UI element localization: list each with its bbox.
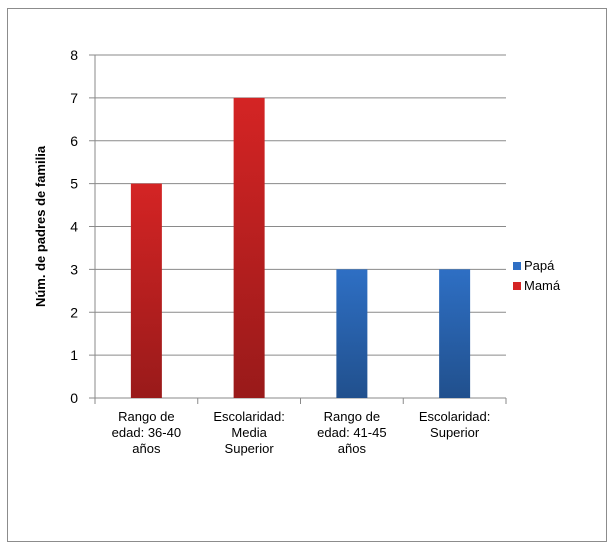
y-tick-label: 0 [70, 390, 78, 406]
y-tick-label: 4 [70, 219, 78, 235]
x-category-label: Escolaridad: Superior [419, 409, 491, 440]
bar-mam-2 [233, 97, 265, 398]
x-category-label: Rango de edad: 36-40 años [112, 409, 181, 456]
y-tick-label: 3 [70, 261, 78, 277]
x-category-labels: Rango de edad: 36-40 años Escolaridad: Media… [112, 409, 491, 456]
gridlines [95, 54, 506, 356]
bar-mam-1 [130, 183, 162, 398]
legend-swatch [513, 262, 521, 270]
bars [130, 97, 471, 398]
y-tick-label: 8 [70, 47, 78, 63]
bar-pap-4 [439, 269, 471, 398]
y-axis-title: Núm. de padres de familia [33, 145, 48, 307]
y-tick-label: 5 [70, 176, 78, 192]
chart-frame: 0 1 2 3 4 5 6 7 8 Rango de edad: 36-40 años Escolar… [7, 8, 607, 542]
legend-swatch [513, 282, 521, 290]
bar-pap-3 [336, 269, 368, 398]
bar-chart: 0 1 2 3 4 5 6 7 8 Rango de edad: 36-40 años Escolar… [33, 47, 561, 456]
legend: Papá Mamá [513, 258, 561, 293]
y-tick-label: 1 [70, 347, 78, 363]
y-tick-label: 2 [70, 304, 78, 320]
legend-label: Papá [524, 258, 555, 273]
y-tick-label: 7 [70, 90, 78, 106]
y-tick-label: 6 [70, 133, 78, 149]
x-category-label: Escolaridad: Media Superior [213, 409, 285, 456]
x-category-label: Rango de edad: 41-45 años [317, 409, 386, 456]
legend-label: Mamá [524, 278, 561, 293]
y-tick-labels: 0 1 2 3 4 5 6 7 8 [70, 47, 78, 406]
axes [89, 54, 507, 404]
